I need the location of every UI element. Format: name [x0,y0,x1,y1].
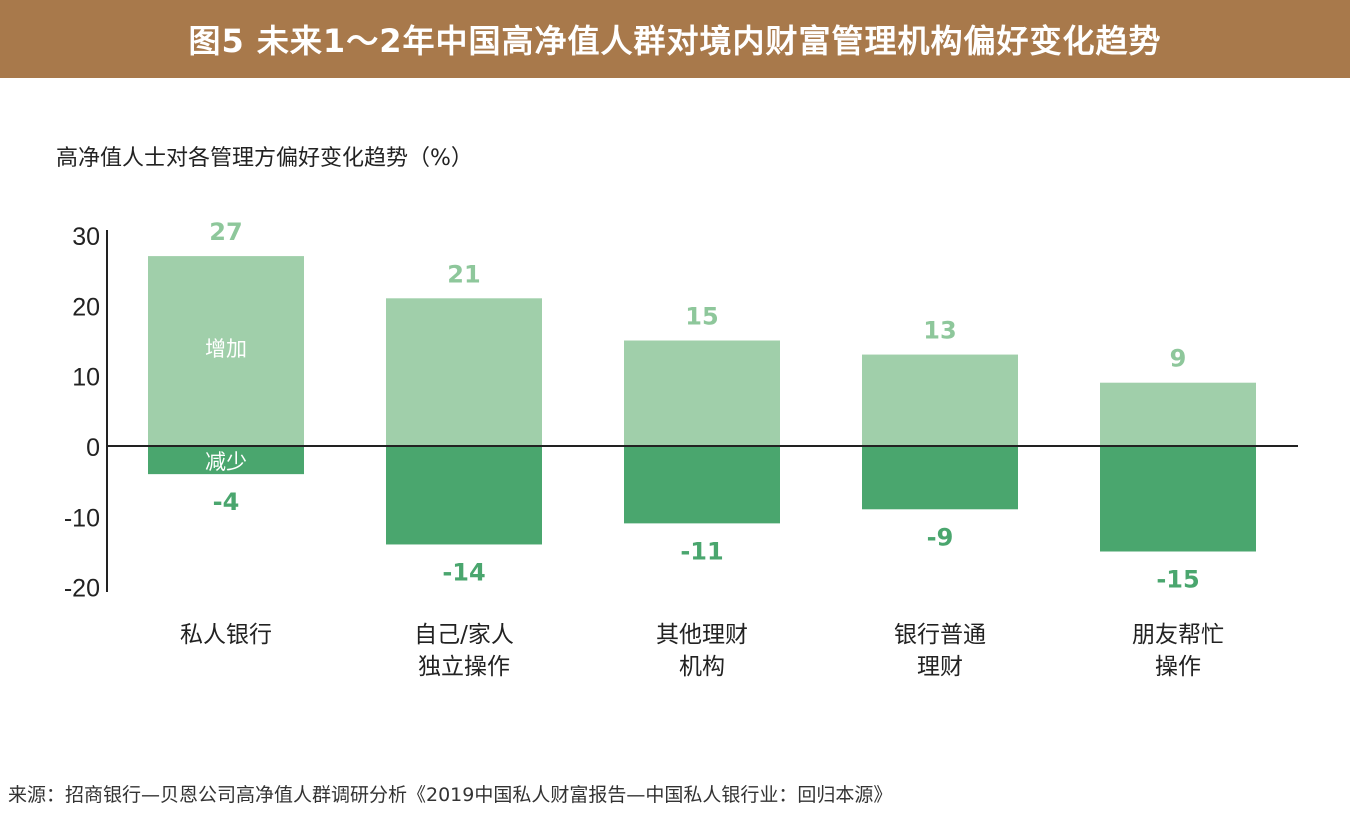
bar-increase [862,354,1018,446]
bar-decrease [862,446,1018,510]
x-tick-label: 其他理财 [656,622,748,648]
legend-decrease: 减少 [205,450,247,474]
bar-increase [1100,382,1256,446]
data-label-decrease: -14 [442,558,485,586]
bar-decrease [386,446,542,545]
bar-increase [386,298,542,446]
source-note: 来源：招商银行—贝恩公司高净值人群调研分析《2019中国私人财富报告—中国私人银… [8,784,893,806]
y-tick-label: -20 [64,575,100,603]
data-label-increase: 13 [923,317,956,345]
chart-title: 高净值人士对各管理方偏好变化趋势（%） [56,146,473,171]
bar-increase [148,256,304,446]
y-tick-label: -10 [64,504,100,532]
y-tick-label: 20 [72,293,100,321]
data-label-decrease: -4 [213,488,240,516]
y-tick-label: 10 [72,364,100,392]
x-tick-label: 操作 [1155,654,1201,680]
bar-decrease [1100,446,1256,552]
x-tick-label: 朋友帮忙 [1132,622,1224,648]
data-label-increase: 27 [209,218,242,246]
x-tick-label: 银行普通 [894,622,986,648]
bar-increase [624,340,780,446]
data-label-increase: 9 [1170,345,1187,373]
title-bar: 图5 未来1～2年中国高净值人群对境内财富管理机构偏好变化趋势 [0,0,1350,78]
bar-decrease [624,446,780,524]
data-label-increase: 15 [685,303,718,331]
legend-increase: 增加 [205,337,247,361]
y-tick-label: 30 [72,223,100,251]
x-tick-label: 独立操作 [418,654,510,680]
data-label-decrease: -9 [927,523,954,551]
data-label-increase: 21 [447,260,480,288]
y-tick-label: 0 [86,434,100,462]
data-label-decrease: -11 [680,537,723,565]
data-label-decrease: -15 [1156,566,1199,594]
x-tick-label: 自己/家人 [414,622,514,648]
x-tick-label: 私人银行 [180,622,272,648]
bar-decrease [148,446,304,475]
page-title: 图5 未来1～2年中国高净值人群对境内财富管理机构偏好变化趋势 [188,22,1162,60]
x-tick-label: 理财 [917,654,963,680]
x-tick-label: 机构 [679,654,725,680]
